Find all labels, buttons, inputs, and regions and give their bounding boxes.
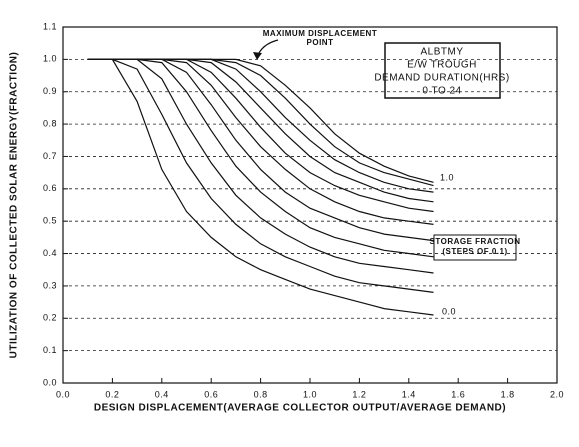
- y-tick-label: 0.2: [43, 313, 57, 323]
- y-axis-title: UTILIZATION OF COLLECTED SOLAR ENERGY(FR…: [9, 52, 20, 359]
- storage-note: STORAGE FRACTION: [430, 237, 521, 246]
- curve: [87, 58, 434, 293]
- y-tick-label: 0.7: [43, 151, 57, 161]
- y-tick-label: 0.1: [43, 345, 57, 355]
- x-tick-label: 2.0: [550, 389, 564, 399]
- info-box-text: 0 TO 24: [422, 86, 461, 97]
- info-box-text: E/W TROUGH: [407, 60, 477, 71]
- y-tick-label: 0.3: [43, 280, 57, 290]
- storage-note: (STEPS OF 0.1): [442, 247, 507, 256]
- arrow-head: [253, 52, 262, 60]
- y-tick-label: 0.8: [43, 118, 57, 128]
- info-box: [384, 42, 501, 99]
- max-point-note: MAXIMUM DISPLACEMENT: [263, 29, 377, 38]
- x-tick-label: 1.0: [303, 389, 317, 399]
- x-tick-label: 0.4: [155, 389, 169, 399]
- x-tick-label: 0.6: [204, 389, 218, 399]
- max-point-note: POINT: [307, 38, 334, 47]
- curve: [87, 58, 434, 183]
- x-tick-label: 1.2: [352, 389, 366, 399]
- x-tick-label: 0.8: [254, 389, 268, 399]
- curve: [87, 58, 434, 274]
- info-box-text: DEMAND DURATION(HRS): [374, 73, 509, 84]
- x-axis-title: DESIGN DISPLACEMENT(AVERAGE COLLECTOR OU…: [94, 403, 506, 414]
- storage-box: [433, 234, 517, 261]
- y-tick-label: 0.4: [43, 248, 57, 258]
- curve: [87, 58, 434, 225]
- x-tick-label: 1.4: [402, 389, 416, 399]
- x-tick-label: 1.8: [501, 389, 515, 399]
- curve: [87, 58, 434, 258]
- info-box-text: ALBTMY: [420, 47, 463, 58]
- x-tick-label: 0.2: [105, 389, 119, 399]
- y-tick-label: 0.0: [43, 377, 57, 387]
- x-tick-label: 1.6: [451, 389, 465, 399]
- y-tick-label: 0.9: [43, 86, 57, 96]
- y-tick-label: 0.5: [43, 216, 57, 226]
- y-tick-label: 0.6: [43, 183, 57, 193]
- y-tick-label: 1.1: [43, 21, 57, 31]
- curve-label: 1.0: [440, 172, 454, 182]
- y-tick-label: 1.0: [43, 54, 57, 64]
- curve-label: 0.0: [442, 306, 456, 316]
- curve: [87, 58, 434, 242]
- x-tick-label: 0.0: [56, 389, 70, 399]
- curve: [87, 58, 434, 316]
